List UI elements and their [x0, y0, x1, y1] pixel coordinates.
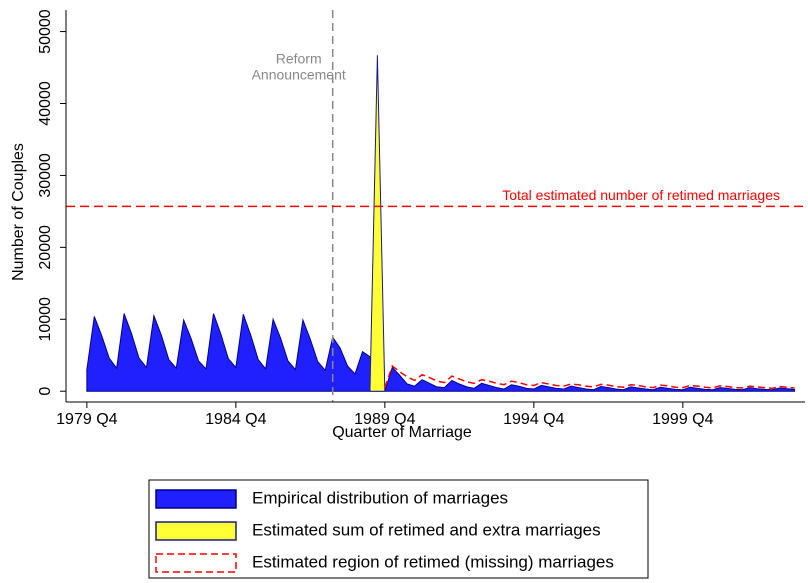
legend-label: Empirical distribution of marriages	[252, 488, 508, 507]
x-axis-title: Quarter of Marriage	[332, 424, 472, 441]
x-tick-label: 1979 Q4	[56, 411, 117, 428]
legend-swatch	[155, 553, 237, 573]
total-label: Total estimated number of retimed marria…	[502, 187, 780, 203]
x-tick-label: 1994 Q4	[503, 411, 564, 428]
x-tick-label: 1989 Q4	[354, 411, 415, 428]
y-tick-label: 20000	[37, 225, 54, 270]
x-tick-label: 1984 Q4	[205, 411, 266, 428]
y-tick-label: 50000	[37, 9, 54, 54]
y-tick-label: 0	[37, 387, 54, 396]
reform-label: Announcement	[252, 67, 346, 83]
y-tick-label: 40000	[37, 81, 54, 126]
legend-label: Estimated region of retimed (missing) ma…	[252, 552, 614, 571]
x-tick-label: 1999 Q4	[652, 411, 713, 428]
y-tick-label: 10000	[37, 297, 54, 342]
legend-swatch	[155, 489, 237, 509]
dashed-line	[384, 364, 795, 390]
reform-label: Reform	[276, 51, 322, 67]
area	[86, 313, 796, 392]
legend-label: Estimated sum of retimed and extra marri…	[252, 520, 601, 539]
legend-swatch	[155, 521, 237, 541]
area	[369, 55, 386, 392]
y-tick-label: 30000	[37, 153, 54, 198]
y-axis-title: Number of Couples	[10, 143, 27, 281]
